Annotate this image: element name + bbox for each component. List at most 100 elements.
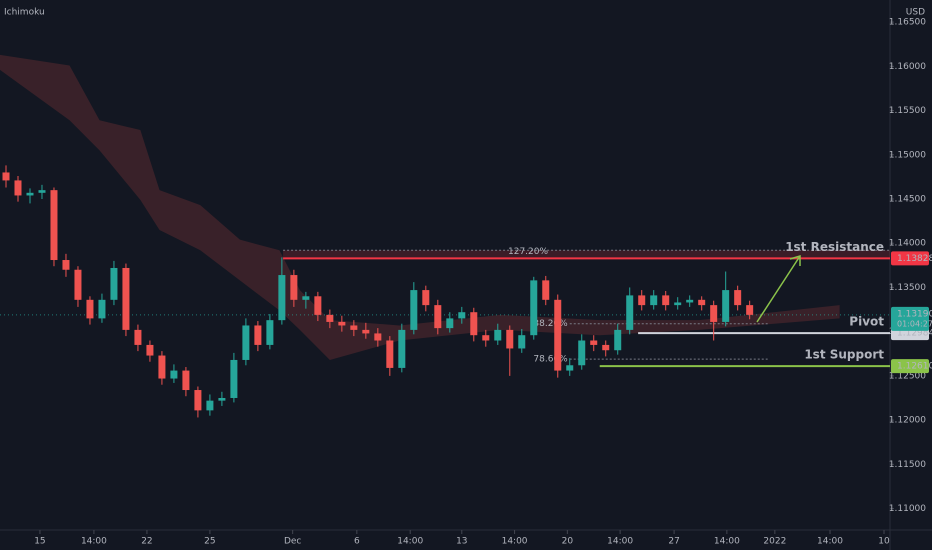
currency-label: USD	[906, 8, 925, 18]
candle-body	[626, 295, 634, 330]
arrow	[756, 255, 801, 323]
candle-body	[566, 365, 574, 371]
ichimoku-cloud	[0, 54, 840, 360]
candle-body	[506, 329, 514, 349]
candle-body	[446, 318, 454, 329]
candle-body	[194, 390, 202, 411]
candle-body	[470, 312, 478, 336]
candle-body	[734, 290, 742, 306]
candle-body	[278, 275, 286, 321]
candle-body	[302, 296, 310, 300]
candle-body	[746, 305, 754, 315]
candle-body	[314, 296, 322, 315]
candle-body	[338, 321, 346, 326]
price-tag-label: 1.12984	[897, 329, 932, 339]
x-tick-label: 20	[562, 537, 574, 547]
countdown-label: 01:04:27	[897, 319, 932, 328]
resistance-zone	[283, 250, 891, 259]
candle-body	[398, 329, 406, 368]
x-tick-label: 14:00	[607, 537, 633, 547]
fib-label: 38.20%	[533, 319, 568, 329]
level-name: 1st Support	[804, 348, 884, 362]
candle-body	[266, 320, 274, 345]
candle-body	[602, 344, 610, 351]
candle-body	[86, 299, 94, 319]
fib-label: 127.20%	[508, 247, 548, 257]
candle-body	[698, 299, 706, 306]
x-tick-label: 15	[34, 537, 45, 547]
y-tick-label: 1.16500	[889, 18, 926, 28]
x-tick-label: 13	[456, 537, 467, 547]
candle-body	[62, 260, 70, 270]
y-tick-label: 1.11500	[889, 460, 926, 470]
candle-body	[158, 355, 166, 379]
level-name: 1st Resistance	[785, 240, 884, 254]
candle-body	[638, 295, 646, 306]
candle-body	[242, 325, 250, 360]
x-tick-label: 14:00	[502, 537, 528, 547]
price-tag	[891, 251, 929, 266]
price-tag	[891, 306, 929, 331]
arrow-head	[789, 254, 801, 266]
candle-body	[686, 299, 694, 303]
candle-body	[590, 340, 598, 345]
candle-body	[122, 267, 130, 330]
x-tick-label: Dec	[284, 537, 301, 547]
y-tick-label: 1.12000	[889, 416, 926, 426]
candle-body	[614, 329, 622, 351]
y-tick-label: 1.14500	[889, 194, 926, 204]
y-tick-label: 1.13500	[889, 283, 926, 293]
candle-body	[26, 192, 34, 196]
candle-body	[710, 305, 718, 322]
price-tag-label: 1.13828	[897, 254, 932, 264]
candle-body	[434, 305, 442, 329]
x-tick-label: 25	[204, 537, 215, 547]
candle-body	[350, 325, 358, 330]
candle-body	[674, 302, 682, 306]
candle-body	[2, 172, 10, 181]
candle-body	[554, 299, 562, 371]
indicator-label: Ichimoku	[4, 8, 45, 18]
candle-body	[530, 280, 538, 336]
candle-body	[14, 180, 22, 196]
candle-body	[218, 397, 226, 401]
fib-label: 78.60%	[533, 355, 568, 365]
candle-body	[50, 190, 58, 261]
candle-body	[542, 280, 550, 300]
candle-body	[206, 400, 214, 411]
candle-body	[386, 340, 394, 368]
candle-body	[410, 290, 418, 330]
candle-body	[518, 335, 526, 349]
price-tag-label: 1.12610	[897, 362, 932, 372]
candle-body	[38, 190, 46, 193]
candle-body	[146, 344, 154, 356]
candle-body	[374, 333, 382, 341]
candle-body	[494, 329, 502, 341]
x-tick-label: 14:00	[397, 537, 423, 547]
candle-body	[662, 295, 670, 306]
x-tick-label: 14:00	[714, 537, 740, 547]
y-tick-label: 1.11000	[889, 504, 926, 514]
y-tick-label: 1.16000	[889, 62, 926, 72]
x-tick-label: 14:00	[81, 537, 107, 547]
level-name: Pivot	[849, 315, 884, 329]
candle-body	[170, 370, 178, 379]
candle-body	[74, 269, 82, 300]
y-tick-label: 1.12500	[889, 371, 926, 381]
candle-body	[422, 290, 430, 306]
candle-body	[98, 299, 106, 319]
candle-body	[254, 325, 262, 345]
candle-body	[722, 290, 730, 322]
candle-body	[458, 312, 466, 319]
candle-body	[650, 295, 658, 306]
candle-body	[134, 329, 142, 345]
candle-body	[326, 314, 334, 322]
candle-body	[182, 370, 190, 391]
x-tick-label: 27	[668, 537, 679, 547]
x-tick-label: 10	[878, 537, 890, 547]
x-tick-label: 22	[141, 537, 152, 547]
price-tag-label: 1.13190	[897, 309, 932, 319]
x-tick-label: 14:00	[817, 537, 843, 547]
